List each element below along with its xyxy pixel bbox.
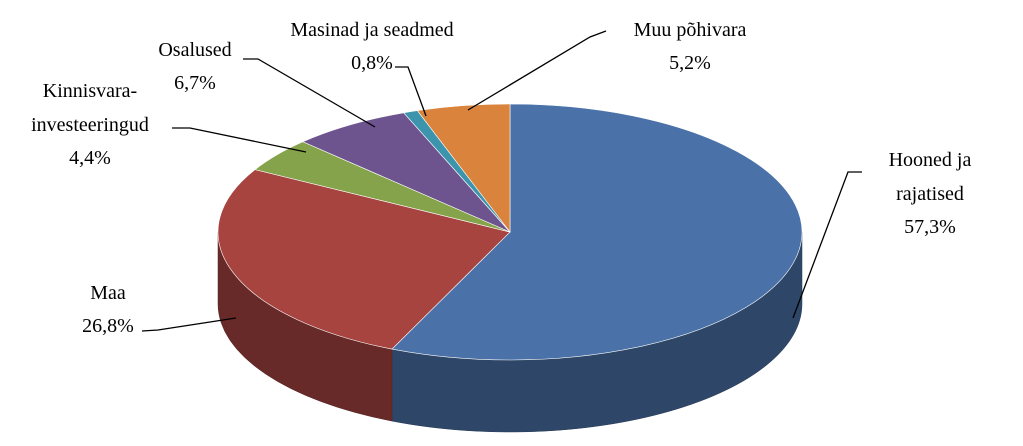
pie-slice (302, 112, 511, 233)
category-name: Muu põhivara (633, 19, 747, 41)
slice-label: Masinad ja seadmed 0,8% (290, 13, 453, 79)
category-name: Maa (90, 282, 126, 304)
slice-label: Osalused 6,7% (158, 33, 231, 99)
leader-line (467, 30, 607, 111)
leader-line (395, 66, 427, 117)
value-label: 5,2% (669, 52, 711, 74)
value-label: 6,7% (174, 72, 216, 94)
slice-label: Kinnisvara- investeeringud 4,4% (31, 74, 149, 174)
pie-slice (391, 103, 803, 361)
value-label: 26,8% (82, 315, 134, 337)
slice-label: Hooned ja rajatised 57,3% (884, 143, 977, 243)
pie-tops (217, 103, 803, 361)
slice-label: Muu põhivara 5,2% (634, 13, 747, 79)
category-name: Osalused (158, 39, 232, 61)
category-name: Hooned ja rajatised (888, 149, 972, 205)
category-name: Masinad ja seadmed (290, 19, 454, 41)
value-label: 57,3% (904, 216, 956, 238)
category-name: Kinnisvara- investeeringud (31, 80, 149, 136)
leader-line (243, 58, 376, 128)
leader-line (172, 127, 307, 153)
value-label: 4,4% (69, 147, 111, 169)
slice-label: Maa 26,8% (82, 276, 134, 342)
leader-line (792, 171, 862, 319)
leader-line (141, 317, 237, 332)
pie-slice (416, 103, 511, 233)
value-label: 0,8% (351, 52, 393, 74)
pie-slice (217, 169, 511, 350)
